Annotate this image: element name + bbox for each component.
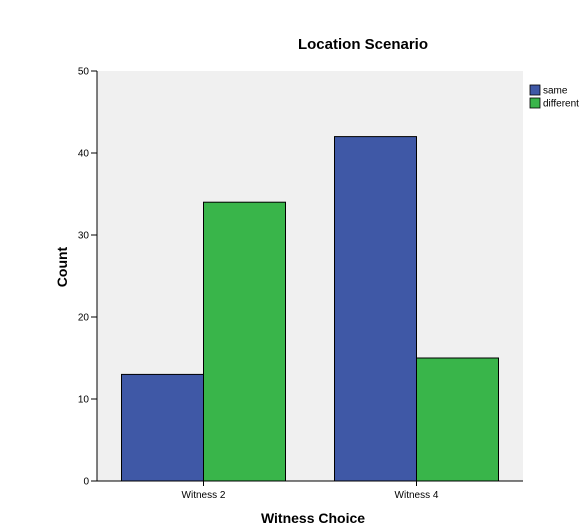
y-tick-label: 0 <box>83 477 89 488</box>
y-tick-label: 40 <box>78 149 90 160</box>
y-tick-label: 30 <box>78 231 90 242</box>
x-tick-label: Witness 2 <box>182 490 226 501</box>
y-tick-label: 10 <box>78 395 90 406</box>
legend: same different <box>529 84 579 110</box>
y-tick-label: 50 <box>78 67 90 78</box>
x-ticks: Witness 2 Witness 4 <box>182 481 439 501</box>
bar-different-1 <box>416 357 499 482</box>
legend-label-same: same <box>543 86 568 97</box>
bar-different-0 <box>203 201 286 482</box>
bar-same-0 <box>121 373 204 482</box>
x-axis-label: Witness Choice <box>261 510 365 526</box>
legend-swatch-same <box>529 84 541 96</box>
legend-label-different: different <box>543 99 579 110</box>
x-tick-label: Witness 4 <box>395 490 439 501</box>
y-axis-label: Count <box>54 246 70 287</box>
y-tick-label: 20 <box>78 313 90 324</box>
legend-swatch-different <box>529 97 541 109</box>
bar-same-1 <box>334 136 417 482</box>
bars-group <box>121 136 499 482</box>
chart-title: Location Scenario <box>298 36 428 53</box>
y-ticks: 0 10 20 30 40 50 <box>78 67 97 488</box>
